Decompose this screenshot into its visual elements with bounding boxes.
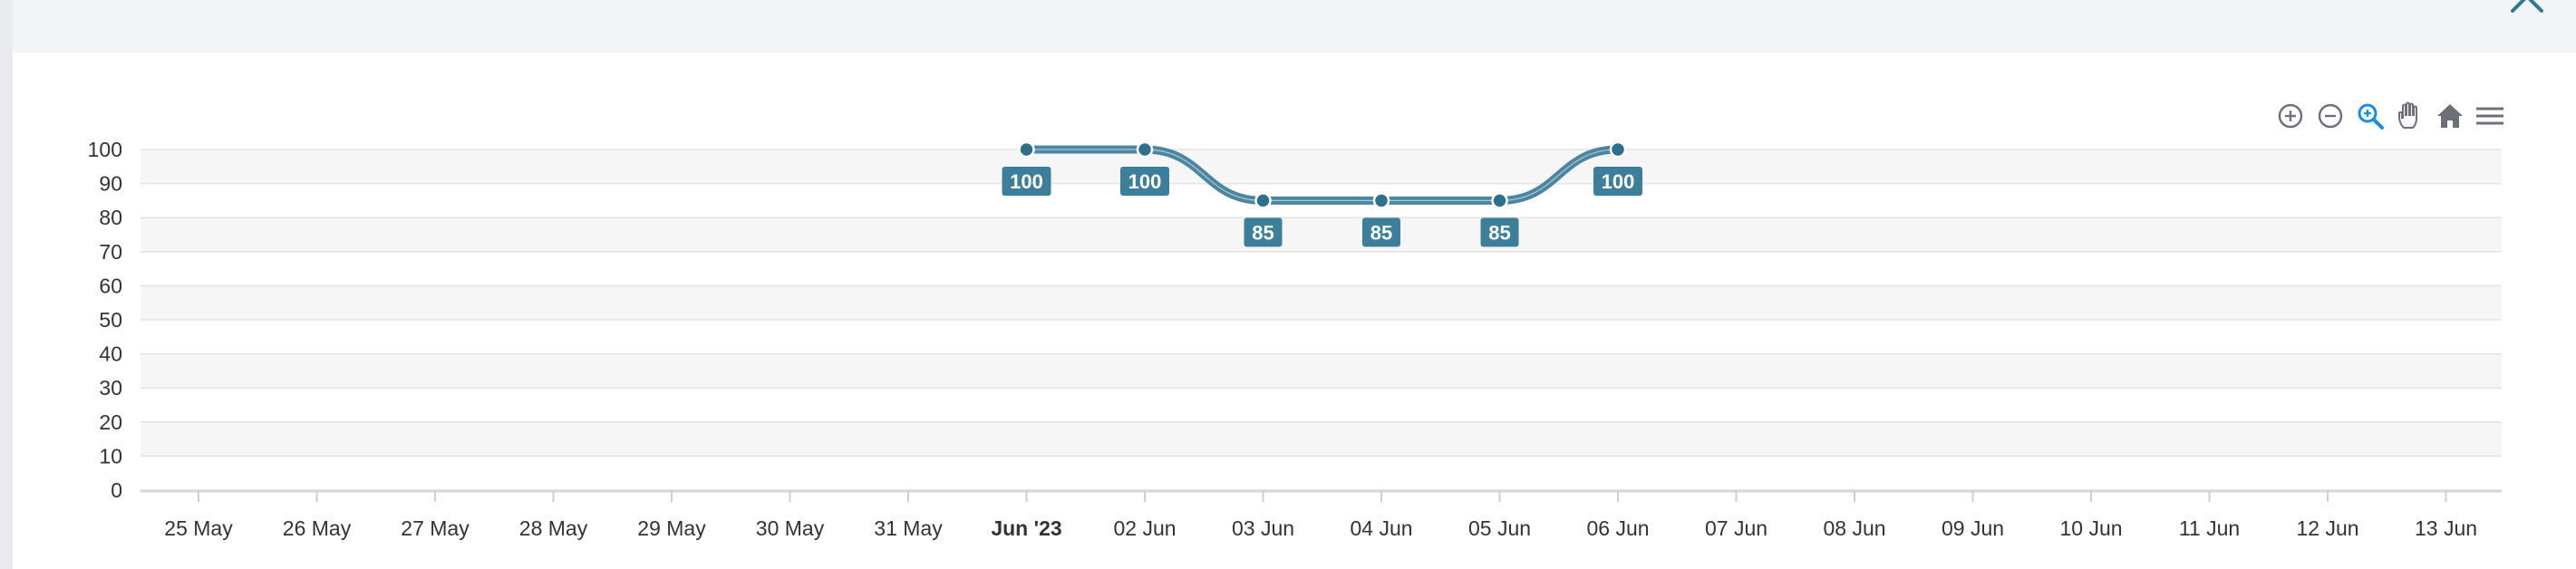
selection-zoom-button[interactable] [2353,100,2387,132]
x-tick-label: 29 May [637,516,706,540]
y-tick-label: 90 [99,172,122,196]
x-tick-label: 30 May [756,516,825,540]
x-tick-label: Jun '23 [991,516,1061,540]
data-label-bg [1120,167,1169,196]
data-label: 100 [1002,167,1051,196]
data-label-bg [1362,217,1400,247]
data-label-text: 85 [1370,221,1392,244]
data-label: 100 [1593,167,1642,196]
data-label: 85 [1362,217,1400,247]
x-tick-label: 13 Jun [2415,516,2477,540]
data-labels: 100 100 85 85 85 100 [1002,167,1642,247]
data-label-text: 100 [1128,170,1162,193]
selection-zoom-icon [2358,103,2384,130]
zoom-in-icon [2278,103,2303,129]
plot-band [140,217,2502,252]
data-label: 85 [1480,217,1519,247]
plot-band [140,421,2502,457]
y-tick-label: 70 [99,240,122,264]
menu-button[interactable] [2473,100,2507,132]
data-point[interactable] [1609,140,1627,159]
data-point[interactable] [1372,192,1390,209]
y-tick-label: 50 [99,308,122,332]
y-tick-label: 100 [88,138,122,161]
y-tick-label: 80 [99,206,122,229]
close-icon [2511,0,2543,13]
x-tick-label: 27 May [401,516,470,540]
data-label: 100 [1120,167,1169,196]
plot-bands [140,149,2502,457]
x-tick-label: 08 Jun [1823,516,1885,540]
x-tick-label: 04 Jun [1350,516,1412,540]
plot-band [140,353,2502,389]
data-label-text: 85 [1252,221,1273,244]
x-tick-label: 06 Jun [1586,516,1649,540]
close-button[interactable] [2505,0,2549,16]
zoom-out-icon [2318,103,2343,129]
series-line-highlight [1026,149,1619,202]
series-points [1018,140,1627,209]
x-tick-label: 05 Jun [1468,516,1531,540]
series-line [1022,145,1622,205]
y-tick-label: 60 [99,274,122,297]
data-point[interactable] [1491,192,1508,209]
data-point[interactable] [1136,140,1154,159]
left-backdrop-strip [0,0,13,569]
grid-lines [140,149,2502,491]
plot-band [140,285,2502,320]
data-label: 85 [1244,217,1283,247]
pan-button[interactable] [2393,100,2427,132]
y-tick-label: 10 [99,444,122,468]
y-tick-label: 0 [111,478,122,502]
data-label-text: 100 [1602,170,1635,193]
plot-band [140,149,2502,184]
x-tick-label: 09 Jun [1942,516,2004,540]
x-tick-label: 03 Jun [1232,516,1294,540]
zoom-in-button[interactable] [2273,100,2308,132]
data-label-bg [1593,167,1642,196]
data-label-bg [1480,217,1519,247]
home-icon [2437,104,2463,128]
pan-icon [2398,101,2417,129]
data-label-bg [1002,167,1051,196]
x-tick-label: 11 Jun [2179,516,2240,540]
data-label-text: 100 [1010,170,1043,193]
x-tick-label: 07 Jun [1705,516,1767,540]
modal-header [13,0,2576,53]
chart-toolbar [2273,100,2507,132]
reset-zoom-button[interactable] [2433,100,2467,132]
data-label-text: 85 [1488,221,1510,244]
x-tick-label: 28 May [519,516,588,540]
x-axis: 25 May 26 May 27 May 28 May 29 May 30 May 31 M… [140,489,2502,540]
x-tick-label: 12 Jun [2296,516,2358,540]
x-tick-label: 25 May [164,516,233,540]
x-tick-label: 31 May [874,516,943,540]
data-label-bg [1244,217,1283,247]
data-point[interactable] [1254,192,1272,209]
x-tick-label: 10 Jun [2059,516,2122,540]
y-tick-label: 30 [99,376,122,400]
x-tick-label: 26 May [283,516,352,540]
menu-icon [2476,107,2503,125]
zoom-out-button[interactable] [2313,100,2348,132]
data-point[interactable] [1018,140,1035,159]
y-tick-label: 40 [99,342,122,366]
y-tick-label: 20 [99,410,122,434]
x-tick-label: 02 Jun [1113,516,1176,540]
